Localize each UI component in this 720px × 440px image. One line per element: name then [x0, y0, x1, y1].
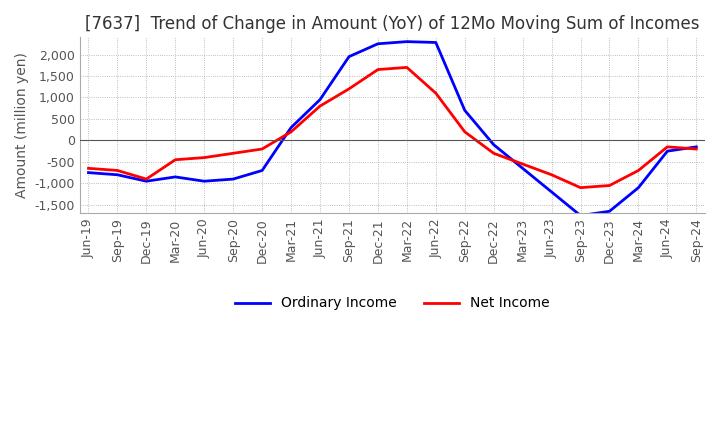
Ordinary Income	[663, 149, 672, 154]
Net Income	[431, 91, 440, 96]
Net Income	[490, 150, 498, 156]
Net Income	[606, 183, 614, 188]
Net Income	[374, 67, 382, 72]
Ordinary Income	[315, 97, 324, 102]
Ordinary Income	[692, 144, 701, 150]
Net Income	[142, 176, 150, 182]
Ordinary Income	[345, 54, 354, 59]
Net Income	[113, 168, 122, 173]
Ordinary Income	[460, 108, 469, 113]
Net Income	[547, 172, 556, 177]
Legend: Ordinary Income, Net Income: Ordinary Income, Net Income	[230, 291, 555, 316]
Ordinary Income	[171, 174, 179, 180]
Net Income	[315, 103, 324, 109]
Ordinary Income	[606, 209, 614, 214]
Net Income	[460, 129, 469, 135]
Net Income	[258, 147, 266, 152]
Ordinary Income	[518, 166, 527, 171]
Ordinary Income	[374, 41, 382, 46]
Ordinary Income	[113, 172, 122, 177]
Ordinary Income	[258, 168, 266, 173]
Ordinary Income	[431, 40, 440, 45]
Ordinary Income	[576, 213, 585, 218]
Ordinary Income	[200, 179, 209, 184]
Ordinary Income	[402, 39, 411, 44]
Net Income	[634, 168, 643, 173]
Ordinary Income	[229, 176, 238, 182]
Ordinary Income	[84, 170, 93, 175]
Ordinary Income	[287, 125, 295, 130]
Net Income	[518, 161, 527, 167]
Net Income	[692, 147, 701, 152]
Ordinary Income	[634, 185, 643, 190]
Net Income	[229, 150, 238, 156]
Net Income	[287, 129, 295, 135]
Line: Net Income: Net Income	[89, 67, 696, 187]
Ordinary Income	[547, 189, 556, 194]
Net Income	[402, 65, 411, 70]
Net Income	[200, 155, 209, 160]
Ordinary Income	[142, 179, 150, 184]
Ordinary Income	[490, 142, 498, 147]
Net Income	[345, 86, 354, 92]
Net Income	[171, 157, 179, 162]
Y-axis label: Amount (million yen): Amount (million yen)	[15, 52, 29, 198]
Net Income	[576, 185, 585, 190]
Title: [7637]  Trend of Change in Amount (YoY) of 12Mo Moving Sum of Incomes: [7637] Trend of Change in Amount (YoY) o…	[85, 15, 700, 33]
Line: Ordinary Income: Ordinary Income	[89, 42, 696, 216]
Net Income	[84, 166, 93, 171]
Net Income	[663, 144, 672, 150]
